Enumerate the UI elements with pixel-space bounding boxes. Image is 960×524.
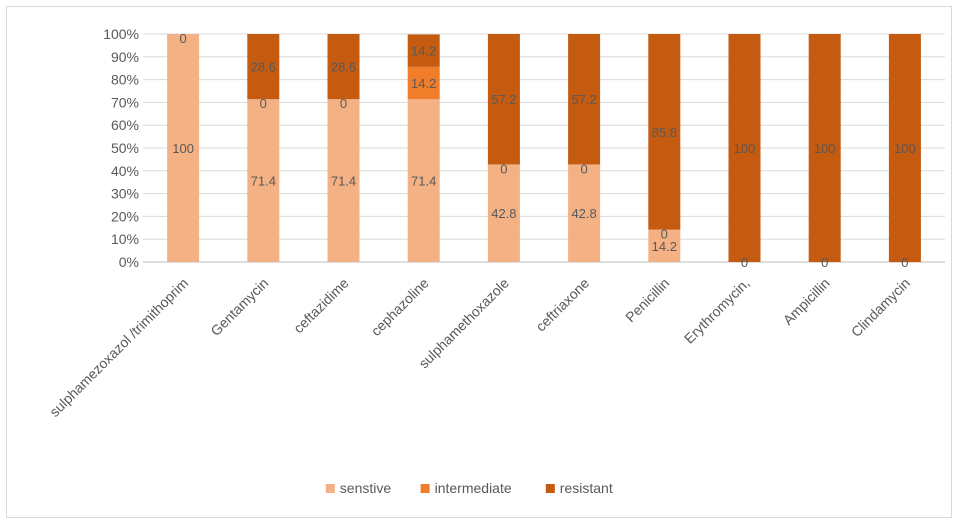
data-label: 0 [179, 31, 186, 46]
y-tick-label: 20% [111, 208, 139, 224]
data-label: 100 [814, 141, 836, 156]
y-tick-label: 30% [111, 186, 139, 202]
bar-segment-resistant [568, 34, 601, 165]
data-label: 0 [741, 255, 748, 270]
bar-segment-senstive [247, 99, 280, 262]
bar-segment-resistant [728, 34, 761, 262]
bar-segment-resistant [648, 34, 681, 230]
category-label: Erythromycin, [681, 275, 753, 347]
bar-segment-senstive [327, 99, 360, 262]
y-tick-label: 100% [103, 26, 139, 42]
category-label: Ampicillin [780, 275, 833, 328]
data-label: 0 [340, 96, 347, 111]
category-label: sulphamethoxazole [415, 275, 512, 372]
y-tick-label: 60% [111, 117, 139, 133]
y-axis-tick-labels: 0% 10% 20% 30% 40% 50% 60% 70% 80% 90% 100% [103, 26, 139, 270]
data-label: 0 [260, 96, 267, 111]
bar-segment-resistant [487, 34, 520, 165]
bar-segment-resistant [888, 34, 921, 262]
data-label: 28.6 [331, 60, 356, 75]
data-label: 0 [901, 255, 908, 270]
legend-swatch [325, 484, 335, 493]
y-tick-label: 80% [111, 72, 139, 88]
category-label: cephazoline [368, 275, 432, 339]
y-tick-label: 0% [119, 254, 139, 270]
category-label: Penicillin [622, 275, 672, 325]
data-label: 0 [821, 255, 828, 270]
legend-label: senstive [340, 480, 392, 496]
bar-stacks [167, 34, 921, 262]
legend-label: intermediate [435, 480, 512, 496]
data-label: 0 [580, 161, 587, 176]
data-label: 0 [500, 161, 507, 176]
bar-segment-resistant [808, 34, 841, 262]
bar-segment-resistant [407, 34, 440, 67]
category-labels: sulphamezoxazol /trimithoprim Gentamycin c… [46, 275, 913, 420]
data-label: 100 [894, 141, 916, 156]
category-label: Gentamycin [207, 275, 271, 339]
data-label: 14.2 [411, 44, 436, 59]
data-label: 71.4 [331, 174, 356, 189]
y-tick-label: 10% [111, 231, 139, 247]
category-label: ceftazidime [290, 275, 352, 337]
data-label: 57.2 [571, 92, 596, 107]
data-label: 71.4 [411, 174, 436, 189]
data-label: 14.2 [652, 239, 677, 254]
bar-segment-senstive [487, 164, 520, 262]
data-labels: 100 0 71.4 0 28.6 71.4 0 28.6 71.4 14.2 14.2 42.8 0 5… [172, 31, 916, 270]
y-tick-label: 40% [111, 163, 139, 179]
data-label: 100 [734, 141, 756, 156]
data-label: 85.8 [652, 125, 677, 140]
data-label: 100 [172, 141, 194, 156]
category-label: sulphamezoxazol /trimithoprim [46, 275, 191, 420]
bar-segment-senstive [407, 99, 440, 262]
data-label: 42.8 [571, 206, 596, 221]
bar-segment-resistant [327, 34, 360, 100]
data-label: 42.8 [491, 206, 516, 221]
category-label: ceftriaxone [532, 275, 592, 335]
legend-label: resistant [560, 480, 613, 496]
data-label: 71.4 [251, 174, 276, 189]
legend: senstive intermediate resistant [325, 480, 613, 496]
y-tick-label: 50% [111, 140, 139, 156]
legend-swatch [545, 484, 555, 493]
data-label: 14.2 [411, 76, 436, 91]
chart-frame: 0% 10% 20% 30% 40% 50% 60% 70% 80% 90% 100% 100 0 71… [6, 6, 952, 518]
bar-segment-senstive [568, 164, 601, 262]
bar-segment-senstive [167, 34, 200, 262]
data-label: 57.2 [491, 92, 516, 107]
y-tick-label: 90% [111, 49, 139, 65]
y-tick-label: 70% [111, 94, 139, 110]
bar-segment-intermediate [407, 66, 440, 100]
legend-swatch [420, 484, 430, 493]
category-label: Clindamycin [848, 275, 913, 340]
bar-segment-resistant [247, 34, 280, 100]
data-label: 28.6 [251, 60, 276, 75]
stacked-bar-chart: 0% 10% 20% 30% 40% 50% 60% 70% 80% 90% 100% 100 0 71… [46, 26, 945, 496]
bar-segment-senstive [648, 229, 681, 262]
data-label: 0 [661, 227, 668, 242]
